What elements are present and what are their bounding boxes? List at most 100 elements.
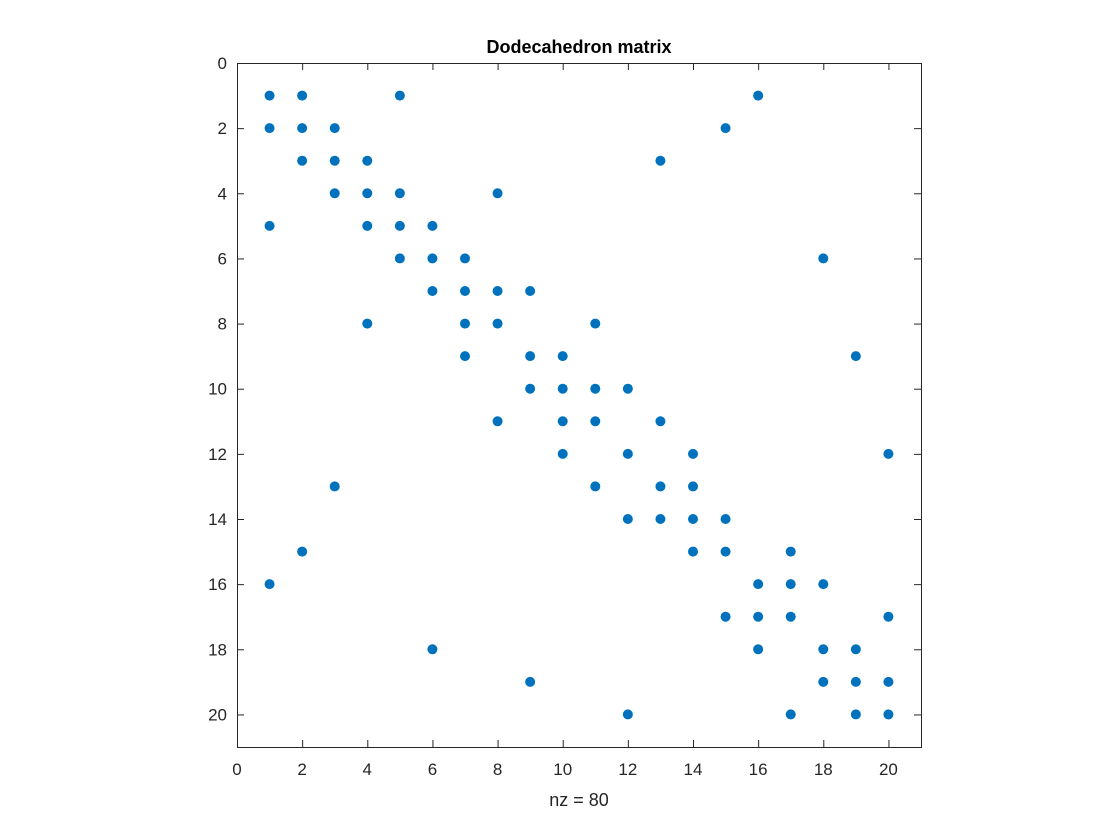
data-point: [720, 546, 731, 557]
x-tick-label: 2: [297, 760, 306, 779]
data-point: [492, 188, 503, 199]
data-point: [655, 155, 666, 166]
axes-box: [237, 63, 922, 748]
data-point: [785, 611, 796, 622]
x-tick-label: 0: [232, 760, 241, 779]
data-point: [688, 514, 698, 524]
x-axis-label: nz = 80: [549, 790, 609, 810]
data-point: [460, 351, 470, 362]
data-point: [362, 318, 373, 329]
data-point: [753, 611, 764, 622]
x-tick-label: 8: [493, 760, 502, 779]
data-point: [329, 123, 340, 134]
data-point: [850, 709, 861, 720]
data-point: [622, 709, 633, 720]
data-point: [688, 481, 698, 492]
data-point: [297, 123, 308, 134]
data-point: [362, 155, 373, 166]
data-point: [753, 579, 764, 590]
data-point: [394, 253, 405, 264]
data-point: [297, 546, 308, 557]
x-tick-label: 12: [618, 760, 637, 779]
y-axis: 0 2 4 6 8 10 12 14 16 18 20: [208, 54, 921, 724]
x-tick-label: 6: [428, 760, 437, 779]
data-point: [460, 253, 470, 264]
data-point: [525, 383, 536, 394]
y-tick-label: 12: [208, 445, 227, 464]
data-point: [525, 676, 536, 687]
data-point: [329, 481, 340, 492]
data-point: [720, 611, 731, 622]
chart-title: Dodecahedron matrix: [486, 37, 671, 57]
data-point: [264, 220, 275, 231]
data-point: [622, 383, 633, 394]
data-point: [264, 123, 275, 134]
data-point: [297, 90, 308, 101]
data-point: [329, 188, 340, 199]
data-point: [492, 286, 503, 296]
x-tick-label: 14: [684, 760, 703, 779]
data-point: [492, 318, 503, 329]
data-point: [655, 481, 666, 492]
data-point: [525, 286, 536, 296]
plot-area: [237, 63, 921, 747]
data-point: [427, 644, 438, 655]
data-point: [785, 546, 796, 557]
data-point: [883, 611, 894, 622]
data-point: [590, 481, 601, 492]
y-tick-label: 14: [208, 510, 227, 529]
data-point: [492, 416, 503, 427]
data-point: [394, 220, 405, 231]
data-point: [297, 155, 308, 166]
data-point: [590, 416, 601, 427]
data-point: [394, 90, 405, 101]
data-point: [362, 188, 373, 199]
data-point: [655, 416, 666, 427]
data-point: [720, 514, 731, 524]
data-point: [818, 676, 829, 687]
data-point: [394, 188, 405, 199]
x-tick-label: 20: [879, 760, 898, 779]
data-point: [688, 448, 698, 459]
y-tick-label: 6: [218, 249, 227, 268]
data-point: [427, 253, 438, 264]
data-point: [818, 579, 829, 590]
data-point: [557, 448, 568, 459]
data-point: [622, 448, 633, 459]
x-tick-label: 10: [553, 760, 572, 779]
data-point: [850, 351, 861, 362]
data-point: [590, 383, 601, 394]
x-axis: 0 2 4 6 8 10 12 14 16 18 20: [232, 63, 898, 779]
y-tick-label: 0: [218, 54, 227, 73]
y-tick-label: 4: [218, 184, 227, 203]
y-tick-label: 20: [208, 705, 227, 724]
x-tick-label: 16: [749, 760, 768, 779]
data-point: [818, 253, 829, 264]
y-tick-label: 16: [208, 575, 227, 594]
data-point: [753, 644, 764, 655]
data-point: [720, 123, 731, 134]
data-point: [264, 579, 275, 590]
data-point: [622, 514, 633, 524]
y-tick-label: 2: [218, 119, 227, 138]
data-point: [850, 644, 861, 655]
data-point: [883, 676, 894, 687]
y-tick-label: 10: [208, 380, 227, 399]
data-point: [883, 448, 894, 459]
data-points: [264, 90, 894, 720]
y-tick-label: 8: [218, 315, 227, 334]
data-point: [785, 579, 796, 590]
data-point: [590, 318, 601, 329]
data-point: [655, 514, 666, 524]
data-point: [785, 709, 796, 720]
y-tick-label: 18: [208, 640, 227, 659]
data-point: [850, 676, 861, 687]
data-point: [753, 90, 764, 101]
data-point: [460, 318, 470, 329]
data-point: [460, 286, 470, 296]
data-point: [362, 220, 373, 231]
data-point: [427, 286, 438, 296]
data-point: [818, 644, 829, 655]
